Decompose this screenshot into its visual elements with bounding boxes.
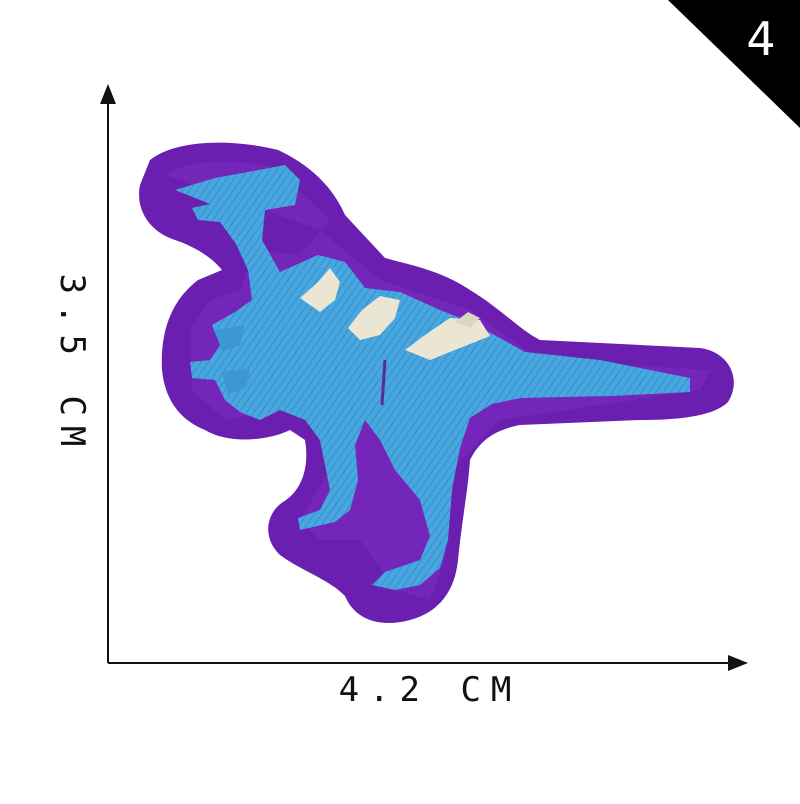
dinosaur-back-line: [380, 359, 387, 406]
dinosaur-body-embroidery: [175, 165, 690, 590]
dinosaur-highlight-3: [405, 318, 490, 360]
dinosaur-highlight-1: [300, 268, 340, 312]
width-dimension-label: 4.2 CM: [338, 670, 522, 710]
dinosaur-arm-detail: [215, 325, 250, 394]
corner-badge-triangle: [668, 0, 800, 128]
height-dimension-text: 3.5 CM: [52, 273, 92, 457]
dinosaur-highlight-4: [455, 312, 480, 328]
corner-badge-number: 4: [746, 12, 776, 66]
dinosaur-highlight-2: [348, 296, 400, 340]
